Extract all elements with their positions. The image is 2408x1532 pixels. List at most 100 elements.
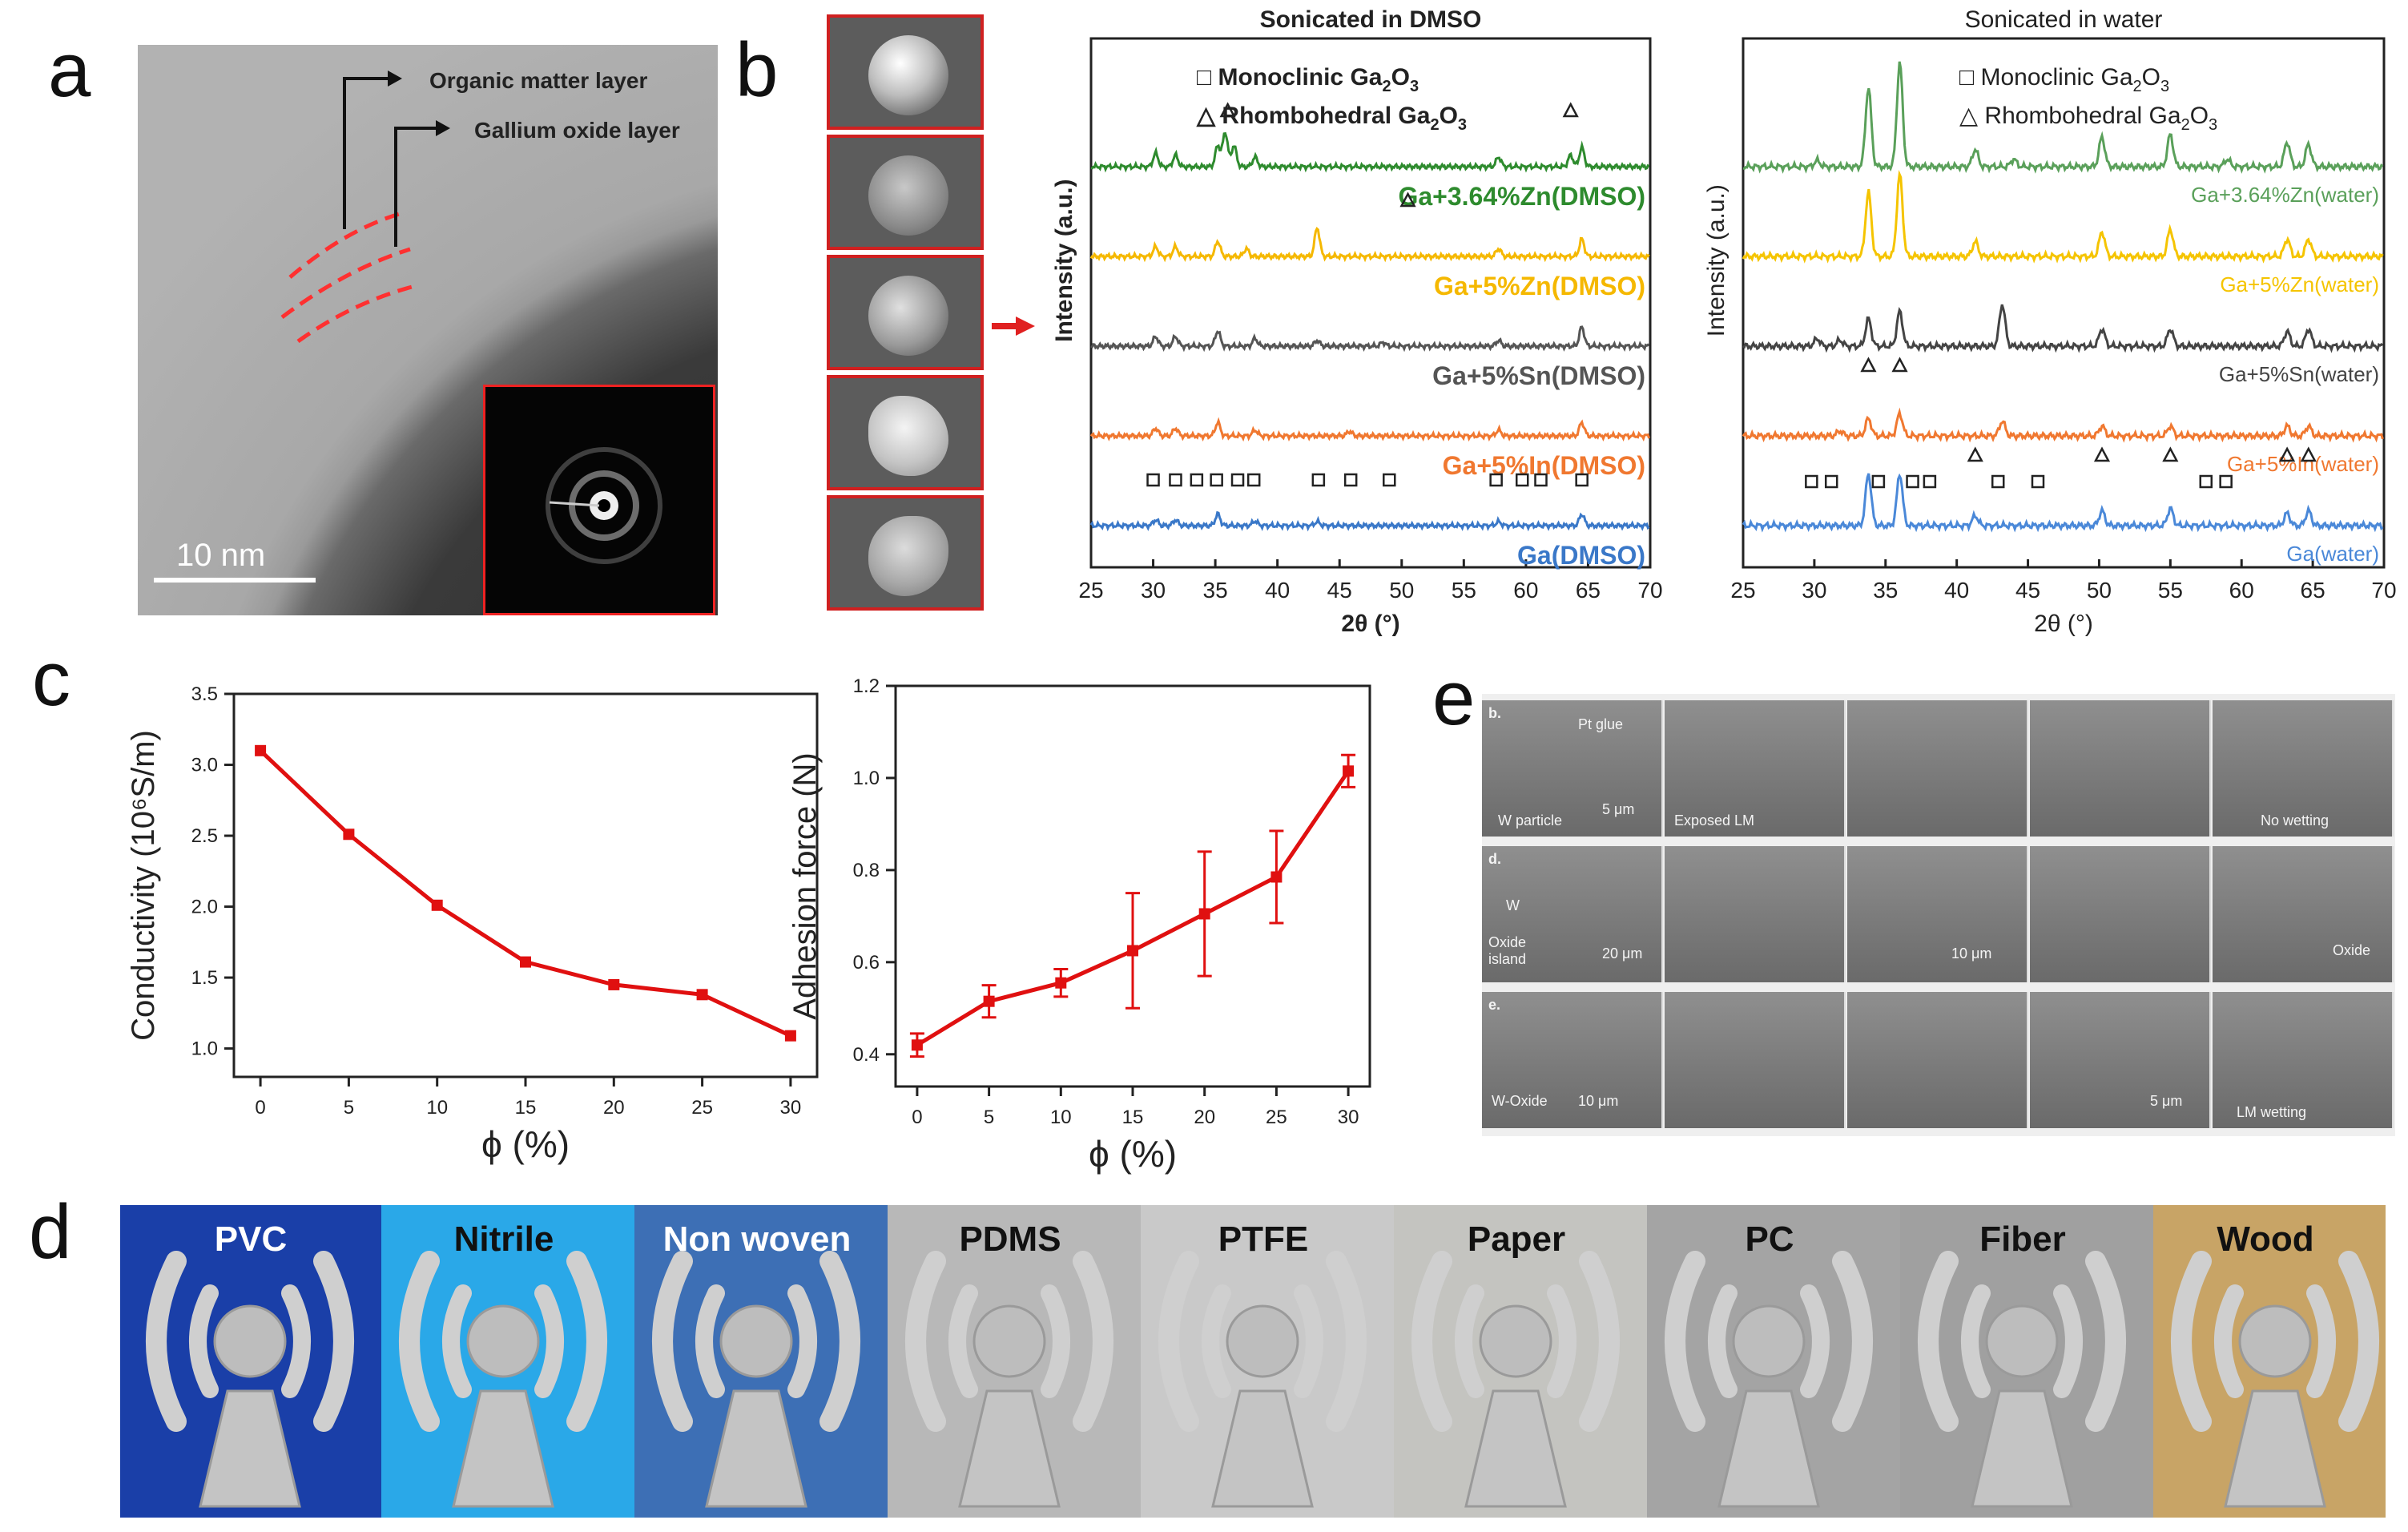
substrate-label: Wood xyxy=(2217,1220,2314,1259)
antenna-disc xyxy=(972,1304,1046,1378)
y-tick-label: 1.2 xyxy=(853,675,880,697)
antenna-arc xyxy=(2306,1284,2336,1398)
diffraction-inset xyxy=(483,385,715,615)
antenna-arc xyxy=(1326,1251,1367,1432)
x-tick-label: 50 xyxy=(1389,578,1414,603)
monoclinic-marker xyxy=(1805,474,1818,489)
x-tick-label: 65 xyxy=(1576,578,1601,603)
series-label: Ga+5%Zn(water) xyxy=(2220,272,2379,296)
antenna-disc xyxy=(213,1304,287,1378)
substrate-label: PC xyxy=(1745,1220,1794,1259)
rhombohedral-marker xyxy=(2162,446,2179,462)
y-tick-label: 2.0 xyxy=(191,897,218,918)
dashed-boundary-outer xyxy=(288,211,403,279)
antenna-pattern xyxy=(652,1251,860,1508)
x-tick-label: 70 xyxy=(1637,578,1662,603)
antenna-pattern xyxy=(1665,1251,1873,1508)
xrd-series-line xyxy=(1090,131,1650,173)
x-tick-label: 55 xyxy=(1452,578,1476,603)
antenna-arc xyxy=(1158,1251,1199,1432)
xrd-series-line xyxy=(1089,510,1650,532)
x-tick-label: 30 xyxy=(1802,578,1826,603)
data-point xyxy=(343,828,355,841)
plot-frame xyxy=(1089,37,1652,569)
sem-image-strip xyxy=(827,14,984,614)
x-tick-label: 45 xyxy=(1327,578,1352,603)
exposed-lm-label: Exposed LM xyxy=(1674,812,1755,828)
w-label: W xyxy=(1506,897,1520,913)
scale-label: 10 μm xyxy=(1951,945,1992,962)
tem-annotations: Organic matter layer Gallium oxide layer… xyxy=(154,68,680,583)
x-tick-label: 5 xyxy=(344,1097,354,1119)
sem-image xyxy=(827,495,984,611)
x-tick-label: 15 xyxy=(515,1097,537,1119)
antenna-pattern xyxy=(905,1251,1113,1508)
antenna-arc xyxy=(1294,1284,1323,1398)
series-label: Ga+5%Sn(water) xyxy=(2219,362,2379,386)
no-wetting-label: No wetting xyxy=(2261,812,2329,828)
xrd-series-line xyxy=(1089,227,1650,263)
monoclinic-marker xyxy=(1515,473,1529,487)
antenna-disc xyxy=(2238,1304,2312,1378)
antenna-pattern xyxy=(399,1251,607,1508)
antenna-base xyxy=(2224,1389,2326,1508)
data-point xyxy=(1198,908,1210,920)
x-tick-label: 60 xyxy=(2229,578,2254,603)
x-tick-label: 35 xyxy=(1203,578,1228,603)
x-tick-label: 0 xyxy=(912,1107,922,1128)
data-point xyxy=(1270,871,1283,883)
antenna-disc xyxy=(1732,1304,1806,1378)
x-tick-label: 5 xyxy=(984,1107,994,1128)
antenna-arc xyxy=(399,1251,440,1432)
antenna-arc xyxy=(2053,1284,2083,1398)
substrate-label: Nitrile xyxy=(453,1220,554,1259)
data-point xyxy=(1343,765,1355,777)
panel-label-b: b xyxy=(735,27,779,113)
antenna-disc xyxy=(1479,1304,1552,1378)
rhombohedral-marker xyxy=(1562,102,1579,118)
monoclinic-marker xyxy=(1489,473,1503,487)
monoclinic-marker xyxy=(1169,473,1182,487)
y-tick-label: 1.5 xyxy=(191,967,218,989)
legend-text: 3 xyxy=(1458,116,1467,134)
scale-label: 10 μm xyxy=(1578,1093,1619,1109)
antenna-arc xyxy=(1579,1251,1620,1432)
y-axis-label: Conductivity (10⁶S/m) xyxy=(126,730,161,1041)
legend-text: O xyxy=(2142,64,2160,91)
x-tick-label: 30 xyxy=(1141,578,1166,603)
y-axis-label: Intensity (a.u.) xyxy=(1703,184,1729,337)
x-axis-label: ϕ (%) xyxy=(1089,1133,1177,1175)
antenna-arc xyxy=(787,1284,817,1398)
monoclinic-marker xyxy=(1383,473,1396,487)
substrate-photo: Non woven xyxy=(626,1205,888,1518)
antenna-arc xyxy=(2085,1251,2126,1432)
diffraction-pattern xyxy=(546,447,662,564)
x-axis-label: 2θ (°) xyxy=(2034,611,2093,637)
organic-arrow xyxy=(343,77,394,229)
lm-wetting-label: LM wetting xyxy=(2237,1104,2307,1120)
legend-text: 2 xyxy=(1430,116,1439,134)
legend-text: 2 xyxy=(1382,78,1391,95)
dashed-boundary-inner xyxy=(296,283,419,344)
x-tick-label: 50 xyxy=(2087,578,2112,603)
data-point xyxy=(911,1039,923,1051)
series-label: Ga+5%Sn(DMSO) xyxy=(1432,361,1645,390)
x-tick-label: 40 xyxy=(1265,578,1290,603)
legend-entry: △ Rhombohedral Ga2O3 xyxy=(1196,103,1467,134)
substrate-photo: Fiber xyxy=(1892,1205,2153,1518)
antenna-base xyxy=(1717,1389,1820,1508)
antenna-disc xyxy=(1985,1304,2059,1378)
antenna-arc xyxy=(819,1251,860,1432)
panel-label-e: e xyxy=(1432,655,1476,741)
antenna-arc xyxy=(1800,1284,1830,1398)
y-tick-label: 1.0 xyxy=(853,768,880,789)
legend-text: 3 xyxy=(2160,78,2169,95)
y-tick-label: 1.0 xyxy=(191,1038,218,1060)
chart-title: Sonicated in DMSO xyxy=(1260,6,1482,33)
x-tick-label: 20 xyxy=(603,1097,625,1119)
panel-label-c: c xyxy=(32,636,70,722)
rhombohedral-marker xyxy=(2093,446,2111,462)
dashed-boundary-middle xyxy=(280,247,411,320)
substrate-label: Paper xyxy=(1467,1220,1566,1259)
sem-row-e: e. W-Oxide 10 μm 5 μm LM wetting xyxy=(1482,992,2395,1128)
